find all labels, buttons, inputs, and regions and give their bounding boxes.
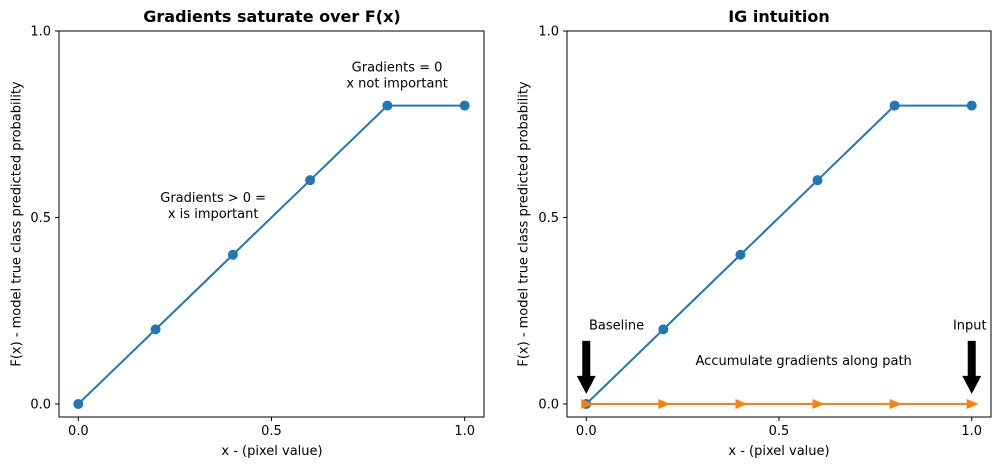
y-tick-label: 0.5	[30, 211, 51, 226]
right-x-axis-label: x - (pixel value)	[728, 444, 830, 459]
accumulate-gradients-label: Accumulate gradients along path	[696, 354, 912, 369]
x-tick-label: 0.5	[769, 424, 790, 439]
x-tick-label: 1.0	[961, 424, 982, 439]
x-tick-label: 1.0	[454, 424, 475, 439]
y-tick-label: 1.0	[538, 25, 559, 40]
right-y-axis-label: F(x) - model true class predicted probab…	[516, 81, 532, 367]
input-label: Input	[953, 318, 987, 333]
x-tick-label: 0.0	[576, 424, 597, 439]
series-line-fx-curve	[77, 104, 465, 405]
gradients-positive-annotation: Gradients > 0 = x is important	[160, 191, 266, 222]
path-arrow-marker	[812, 398, 825, 409]
subplot-ig-intuition: 0.0 0.5 1.0 0.0 0.5 1.0 Baseline Input Accumulat…	[538, 25, 992, 439]
left-x-axis-label: x - (pixel value)	[221, 444, 323, 459]
path-arrow-marker	[966, 398, 979, 409]
data-point-marker	[305, 175, 316, 186]
data-point-marker	[735, 249, 746, 260]
y-tick-label: 0.0	[538, 397, 559, 412]
y-tick-label: 0.5	[538, 211, 559, 226]
path-arrow-marker	[658, 398, 671, 409]
input-arrow-icon	[962, 340, 982, 394]
path-arrow-marker	[581, 398, 594, 409]
x-tick-label: 0.5	[261, 424, 282, 439]
data-point-marker	[227, 249, 238, 260]
left-chart-title: Gradients saturate over F(x)	[143, 7, 401, 26]
series-line-fx-curve	[585, 104, 972, 405]
data-point-marker	[382, 100, 393, 111]
data-point-marker	[812, 175, 823, 186]
data-point-marker	[73, 398, 84, 409]
data-point-marker	[658, 324, 669, 335]
path-arrow-marker	[889, 398, 902, 409]
baseline-label: Baseline	[589, 318, 644, 333]
right-chart-title: IG intuition	[728, 7, 830, 26]
baseline-arrow-icon	[576, 340, 596, 394]
y-tick-label: 0.0	[30, 397, 51, 412]
left-y-axis-label: F(x) - model true class predicted probab…	[9, 81, 25, 367]
y-tick-label: 1.0	[30, 25, 51, 40]
data-point-marker	[459, 100, 470, 111]
data-point-marker	[966, 100, 977, 111]
path-arrow-marker	[735, 398, 748, 409]
data-point-marker	[150, 324, 161, 335]
x-tick-label: 0.0	[68, 424, 89, 439]
data-point-marker	[889, 100, 900, 111]
